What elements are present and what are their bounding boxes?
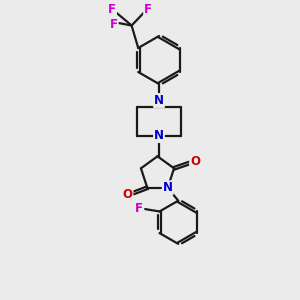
Text: F: F xyxy=(144,3,152,16)
Text: F: F xyxy=(135,202,143,215)
Text: N: N xyxy=(154,129,164,142)
Text: F: F xyxy=(110,18,118,31)
Text: O: O xyxy=(122,188,133,201)
Text: O: O xyxy=(190,155,200,168)
Text: F: F xyxy=(108,3,116,16)
Text: N: N xyxy=(163,181,173,194)
Text: N: N xyxy=(154,94,164,107)
